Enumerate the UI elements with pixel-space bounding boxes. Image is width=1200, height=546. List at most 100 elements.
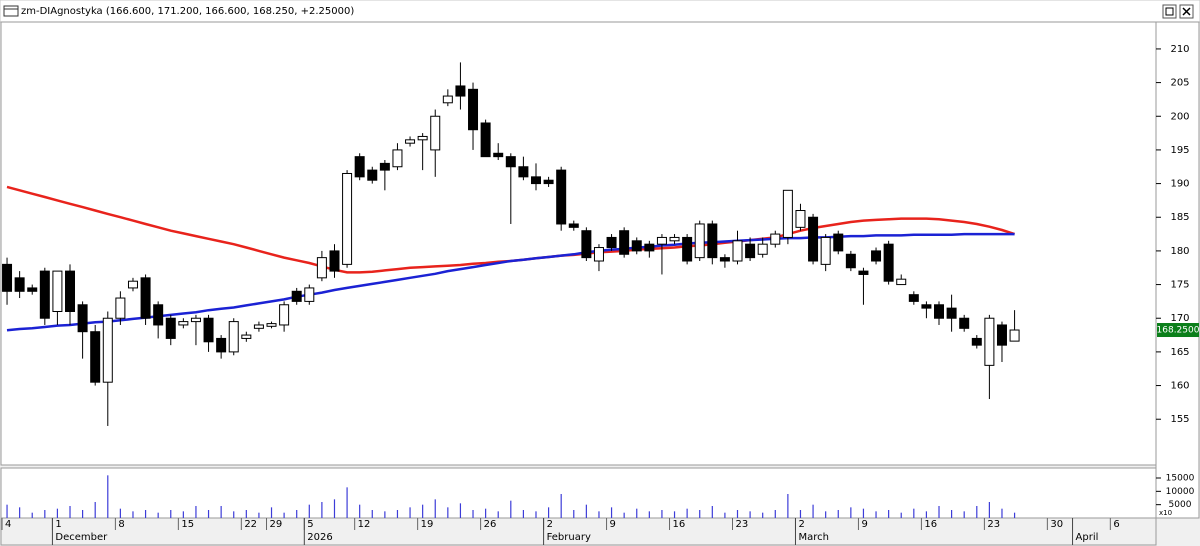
maximize-button[interactable]	[1162, 4, 1177, 19]
candle-body-up	[669, 236, 680, 242]
x-tick-label: 16	[924, 519, 937, 530]
candle-body-up	[782, 189, 793, 238]
x-tick-label: 8	[118, 519, 124, 530]
candle-body-down	[2, 263, 13, 292]
candle-body-down	[27, 287, 38, 292]
candle-body-down	[581, 230, 592, 259]
candle-body-down	[39, 270, 50, 319]
candle-body-down	[996, 324, 1007, 346]
candle-body-down	[505, 156, 516, 168]
candle-body-up	[405, 139, 416, 144]
y-tick-label: 195	[1170, 145, 1189, 156]
x-tick-label: 26	[484, 519, 497, 530]
x-tick-label: 29	[270, 519, 283, 530]
volume-scale-label: x10	[1159, 509, 1172, 517]
candle-body-up	[984, 317, 995, 366]
x-tick-label: 1	[55, 519, 61, 530]
x-tick-label: 19	[421, 519, 434, 530]
volume-layer	[6, 475, 1016, 518]
candle-body-down	[845, 253, 856, 269]
candle-body-up	[392, 149, 403, 168]
candle-body-down	[682, 236, 693, 262]
x-tick-label: 2	[798, 519, 804, 530]
candle-body-down	[379, 162, 390, 171]
candle-body-up	[770, 233, 781, 245]
candle-body-down	[745, 243, 756, 259]
x-tick-label: 12	[358, 519, 371, 530]
candle-body-up	[417, 135, 428, 141]
candle-body-up	[732, 240, 743, 262]
candle-body-up	[342, 172, 353, 265]
candle-body-up	[266, 323, 277, 327]
candle-body-down	[644, 243, 655, 252]
y-tick-label: 160	[1170, 381, 1189, 392]
month-label: April	[1076, 532, 1099, 543]
volume-y-tick-label: 5000	[1169, 500, 1192, 510]
candle-body-down	[719, 257, 730, 262]
y-tick-label: 210	[1170, 44, 1189, 55]
y-tick-label: 185	[1170, 212, 1189, 223]
candle-body-down	[216, 337, 227, 353]
candle-body-up	[304, 287, 315, 302]
axis-layer: 155160165170175180185190195200205210168.…	[1, 44, 1200, 545]
x-tick-label: 23	[987, 519, 1000, 530]
candle-body-up	[820, 236, 831, 265]
y-tick-label: 175	[1170, 280, 1189, 291]
price-layer	[2, 62, 1020, 426]
candle-body-down	[959, 317, 970, 329]
last-price-label: 168.2500	[1157, 326, 1200, 336]
candle-body-down	[833, 233, 844, 252]
volume-panel	[0, 467, 1157, 519]
candle-body-up	[694, 223, 705, 259]
candle-body-up	[127, 280, 138, 289]
candle-body-down	[631, 240, 642, 252]
candle-body-down	[921, 304, 932, 309]
candle-body-down	[971, 337, 982, 346]
window-title: zm-DIAgnostyka (166.600, 171.200, 166.60…	[21, 6, 354, 17]
candle-body-down	[90, 331, 101, 383]
candle-body-down	[883, 243, 894, 282]
y-tick-label: 200	[1170, 111, 1189, 122]
candle-body-up	[190, 317, 201, 323]
candle-body-down	[568, 223, 579, 228]
candle-body-down	[934, 304, 945, 319]
x-tick-label: 22	[244, 519, 257, 530]
candle-body-down	[480, 122, 491, 158]
candle-body-down	[165, 317, 176, 339]
candle-body-up	[430, 115, 441, 151]
y-tick-label: 180	[1170, 246, 1189, 257]
month-label: 2026	[307, 532, 332, 543]
x-tick-label: 15	[181, 519, 194, 530]
last-price-box	[1157, 323, 1199, 338]
candle-body-down	[543, 179, 554, 185]
candle-body-down	[367, 169, 378, 181]
candle-body-up	[795, 210, 806, 228]
candle-body-down	[808, 216, 819, 262]
candle-body-up	[316, 257, 327, 279]
candle-body-up	[253, 324, 264, 329]
candle-body-down	[619, 230, 630, 255]
x-tick-label: 30	[1050, 519, 1063, 530]
y-tick-label: 170	[1170, 313, 1189, 324]
volume-y-tick-label: 15000	[1166, 474, 1195, 484]
candle-body-down	[291, 290, 302, 302]
month-label: March	[798, 532, 828, 543]
candle-body-up	[241, 334, 252, 339]
candle-body-down	[329, 250, 340, 272]
candle-body-down	[871, 250, 882, 262]
candle-body-down	[707, 223, 718, 259]
candle-body-down	[468, 88, 479, 131]
window-icon	[3, 5, 19, 17]
y-tick-label: 165	[1170, 347, 1189, 358]
candle-body-up	[178, 321, 189, 326]
month-label: December	[55, 532, 108, 543]
candle-body-up	[52, 270, 63, 312]
candle-body-down	[14, 277, 25, 292]
x-tick-label: 9	[861, 519, 867, 530]
x-tick-label: 4	[5, 519, 11, 530]
candle-body-down	[530, 176, 541, 185]
candle-body-up	[1009, 329, 1020, 342]
candle-body-up	[228, 321, 239, 353]
y-tick-label: 155	[1170, 414, 1189, 425]
